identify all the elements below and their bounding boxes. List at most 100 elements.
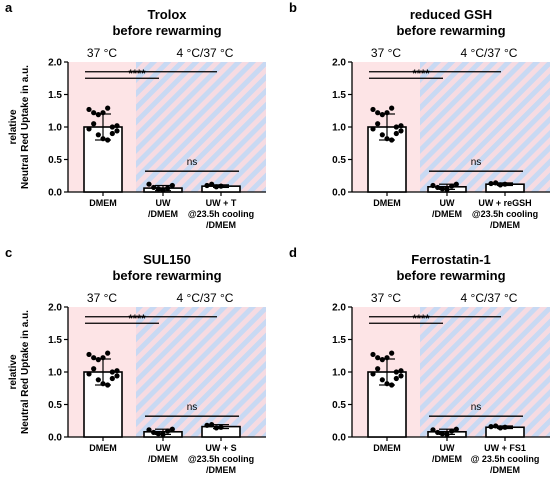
x-category-label: /DMEM <box>206 220 236 230</box>
x-category-label: @23.5h cooling <box>188 454 254 464</box>
y-tick-label: 2.0 <box>48 303 62 314</box>
data-point <box>384 110 390 116</box>
x-category-label: @ 23.5h cooling <box>471 454 540 464</box>
y-tick-label: 1.5 <box>48 90 62 101</box>
background-cooling-zone <box>420 62 550 192</box>
data-point <box>95 357 101 363</box>
data-point <box>384 355 390 361</box>
x-category-label: @23.5h cooling <box>188 209 254 219</box>
data-point <box>213 425 219 431</box>
y-tick-label: 0.5 <box>48 155 62 166</box>
data-point <box>430 427 436 433</box>
data-point <box>435 184 441 191</box>
y-tick-label: 0.5 <box>48 400 62 411</box>
significance-label: **** <box>412 68 430 80</box>
x-category-label: UW + reGSH <box>478 198 531 208</box>
data-point <box>502 181 508 187</box>
data-point <box>488 180 494 187</box>
x-category-label: /DMEM <box>490 220 520 230</box>
y-tick-label: 1.0 <box>48 123 62 134</box>
y-axis-label-line: Neutral Red Uptake in a.u. <box>20 65 31 189</box>
y-axis-label-line: relative <box>8 354 19 389</box>
y-tick-label: 1.0 <box>48 368 62 379</box>
data-point <box>105 137 111 143</box>
zone-label-control: 37 °C <box>87 46 117 60</box>
data-point <box>209 422 215 428</box>
x-category-label: UW <box>440 198 455 208</box>
panel-letter: b <box>289 0 297 15</box>
data-point <box>146 427 152 433</box>
data-point <box>114 123 120 129</box>
x-category-label: /DMEM <box>432 454 462 464</box>
panel-letter: d <box>289 245 297 260</box>
data-point <box>502 424 508 430</box>
x-category-label: /DMEM <box>432 209 462 219</box>
x-category-label: DMEM <box>89 198 117 208</box>
data-point <box>213 184 219 190</box>
y-tick-label: 1.5 <box>48 335 62 346</box>
y-tick-label: 0.5 <box>332 400 346 411</box>
y-tick-label: 0.0 <box>48 433 62 444</box>
data-point <box>114 368 120 374</box>
data-point <box>160 187 166 193</box>
data-point <box>439 186 445 192</box>
data-point <box>453 426 459 432</box>
data-point <box>439 431 445 437</box>
background-cooling-zone <box>420 307 550 437</box>
y-tick-label: 1.0 <box>332 123 346 134</box>
data-point <box>165 428 171 434</box>
x-category-label: UW <box>440 443 455 453</box>
data-point <box>86 351 92 358</box>
data-point <box>100 136 106 142</box>
data-point <box>109 369 115 375</box>
data-point <box>389 382 395 388</box>
data-point <box>370 351 376 358</box>
data-point <box>105 350 111 356</box>
data-point <box>105 105 111 111</box>
data-point <box>91 366 97 372</box>
significance-label: ns <box>471 402 482 413</box>
data-point <box>86 371 92 377</box>
y-tick-label: 2.0 <box>48 58 62 69</box>
data-point <box>453 181 459 187</box>
data-point <box>91 110 97 116</box>
y-axis-label-line: Neutral Red Uptake in a.u. <box>20 310 31 434</box>
data-point <box>160 431 166 437</box>
data-point <box>100 355 106 361</box>
significance-label: ns <box>187 402 198 413</box>
zone-label-control: 37 °C <box>371 46 401 60</box>
x-category-label: /DMEM <box>490 465 520 475</box>
data-point <box>389 105 395 111</box>
data-point <box>155 431 161 437</box>
data-point <box>100 381 106 387</box>
data-point <box>155 186 161 192</box>
data-point <box>204 422 210 428</box>
data-point <box>497 425 503 431</box>
data-point <box>100 110 106 116</box>
data-point <box>91 121 97 127</box>
data-point <box>393 124 399 130</box>
chart-title-line: Ferrostatin-1 <box>411 252 490 267</box>
data-point <box>375 110 381 116</box>
x-category-label: /DMEM <box>148 209 178 219</box>
data-point <box>109 130 115 137</box>
data-point <box>95 377 101 383</box>
x-category-label: DMEM <box>89 443 117 453</box>
significance-label: **** <box>128 68 146 80</box>
data-point <box>493 180 499 186</box>
panel-letter: a <box>5 0 13 15</box>
data-point <box>218 183 224 189</box>
data-point <box>114 373 120 379</box>
data-point <box>91 355 97 361</box>
zone-label-cooling: 4 °C/37 °C <box>177 46 234 60</box>
x-category-label: UW <box>156 443 171 453</box>
y-tick-label: 0.0 <box>48 188 62 199</box>
data-point <box>488 424 494 430</box>
chart-title-line: before rewarming <box>112 23 221 38</box>
y-tick-label: 2.0 <box>332 58 346 69</box>
zone-label-cooling: 4 °C/37 °C <box>461 291 518 305</box>
zone-label-control: 37 °C <box>371 291 401 305</box>
